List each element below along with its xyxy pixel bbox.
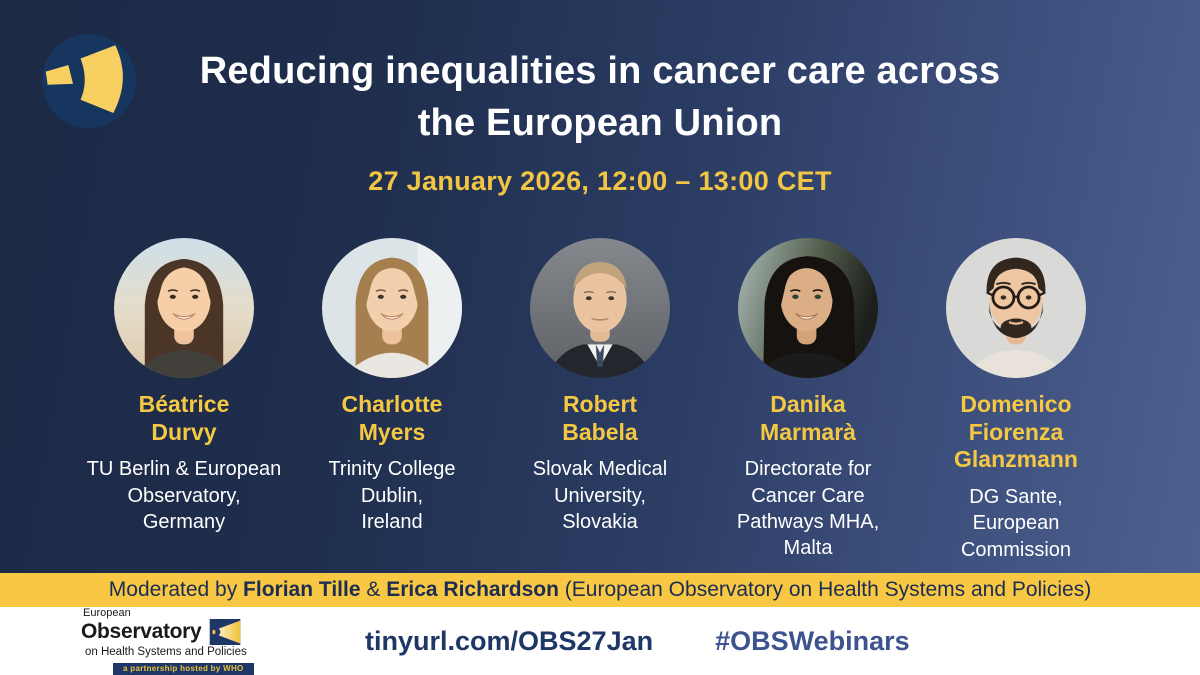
speaker-affiliation: Trinity College Dublin, Ireland: [328, 458, 456, 533]
speaker-photo: [322, 238, 462, 378]
title-line-1: Reducing inequalities in cancer care acr…: [199, 50, 1001, 92]
observatory-logo-name-text: Observatory: [81, 619, 202, 643]
registration-link[interactable]: tinyurl.com/OBS27Jan: [365, 625, 654, 656]
speaker-name: Charlotte Myers: [341, 391, 443, 445]
moderator-name-2: Erica Richardson: [386, 578, 559, 601]
observatory-logo-european: European: [83, 606, 131, 619]
speaker-photo: [946, 238, 1086, 378]
observatory-logo: European Observatory on Health Systems a…: [55, 607, 270, 675]
speaker-photo: [738, 238, 878, 378]
header: Reducing inequalities in cancer care acr…: [0, 0, 1200, 197]
observatory-logo-name: Observatory: [81, 618, 270, 645]
moderator-separator: &: [360, 578, 387, 601]
speaker-affiliation: DG Sante, European Commission: [960, 485, 1072, 561]
page-title: Reducing inequalities in cancer care acr…: [0, 46, 1200, 149]
moderator-suffix: (European Observatory on Health Systems …: [558, 578, 1092, 601]
observatory-logo-partnership: a partnership hosted by WHO: [113, 662, 254, 675]
footer-links: tinyurl.com/OBS27Jan #OBSWebinars: [365, 626, 910, 657]
speaker-card: Robert Babela Slovak Medical University,…: [496, 238, 704, 563]
speaker-card: Domenico Fiorenza Glanzmann DG Sante, Eu…: [912, 238, 1120, 563]
observatory-logo-icon: [210, 618, 241, 645]
speakers-row: Béatrice Durvy TU Berlin & European Obse…: [80, 238, 1120, 563]
speaker-card: Charlotte Myers Trinity College Dublin, …: [288, 238, 496, 563]
speaker-photo: [530, 238, 670, 378]
speaker-name: Robert Babela: [562, 391, 638, 445]
hashtag: #OBSWebinars: [715, 625, 910, 656]
speaker-name: Domenico Fiorenza Glanzmann: [954, 391, 1078, 473]
event-datetime: 27 January 2026, 12:00 – 13:00 CET: [368, 166, 832, 197]
moderator-name-1: Florian Tille: [243, 578, 361, 601]
moderator-bar: Moderated by Florian Tille & Erica Richa…: [0, 573, 1200, 607]
speaker-name: Danika Marmarà: [760, 391, 856, 445]
speaker-card: Danika Marmarà Directorate for Cancer Ca…: [704, 238, 912, 563]
speaker-affiliation: Directorate for Cancer Care Pathways MHA…: [736, 458, 880, 560]
moderator-prefix: Moderated by: [108, 578, 244, 601]
speaker-name: Béatrice Durvy: [138, 391, 230, 445]
speaker-affiliation: Slovak Medical University, Slovakia: [532, 458, 668, 533]
footer: European Observatory on Health Systems a…: [0, 607, 1200, 675]
speaker-affiliation: TU Berlin & European Observatory, German…: [86, 458, 282, 533]
observatory-logo-subtitle: on Health Systems and Policies: [85, 645, 247, 658]
spotlight-icon: [42, 34, 136, 128]
speaker-card: Béatrice Durvy TU Berlin & European Obse…: [80, 238, 288, 563]
speaker-photo: [114, 238, 254, 378]
title-line-2: the European Union: [417, 101, 783, 144]
